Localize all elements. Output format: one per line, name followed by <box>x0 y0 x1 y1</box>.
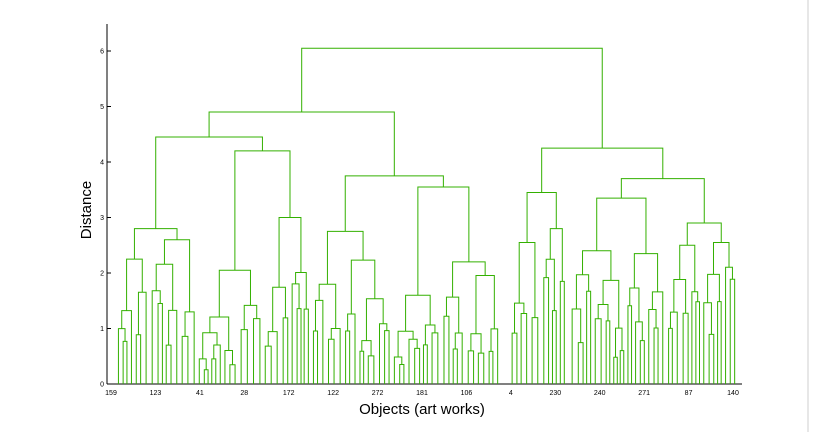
y-tick-label: 3 <box>100 215 104 222</box>
dendrogram-link <box>122 340 128 384</box>
y-tick-label: 2 <box>100 271 104 278</box>
dendrogram-link <box>121 310 132 384</box>
x-tick-label: 4 <box>509 390 513 397</box>
dendrogram-link <box>198 358 207 384</box>
dendrogram-link <box>378 323 388 384</box>
x-tick-label: 159 <box>105 390 117 397</box>
dendrogram-link <box>648 309 657 384</box>
dendrogram-link <box>165 344 172 384</box>
dendrogram-link <box>296 308 302 384</box>
x-axis-label: Objects (art works) <box>359 401 485 418</box>
dendrogram-link <box>157 302 163 384</box>
y-tick-label: 1 <box>100 326 104 333</box>
dendrogram-link <box>303 308 309 384</box>
dendrogram-link <box>619 350 625 384</box>
y-tick-label: 4 <box>100 160 104 167</box>
dendrogram-link <box>202 332 218 359</box>
dendrogram-link <box>520 312 528 384</box>
dendrogram-link <box>431 332 439 384</box>
dendrogram-link <box>365 298 384 341</box>
dendrogram-link <box>295 272 307 310</box>
dendrogram-link <box>272 286 286 332</box>
x-tick-label: 272 <box>372 390 384 397</box>
x-tick-label: 230 <box>549 390 561 397</box>
dendrogram-link <box>571 308 582 384</box>
dendrogram-link <box>168 309 178 384</box>
x-axis: 159 123 41 28 172 122 272 181 106 4 230 240 271 87 140 <box>105 383 742 397</box>
x-tick-label: 240 <box>594 390 606 397</box>
dendrogram-link <box>543 277 550 384</box>
dendrogram-link <box>545 258 555 311</box>
dendrogram-link <box>514 302 525 334</box>
x-tick-label: 122 <box>327 390 339 397</box>
dendrogram-link <box>443 315 450 384</box>
dendrogram-link <box>318 283 337 329</box>
x-tick-label: 271 <box>638 390 650 397</box>
dendrogram-link <box>253 318 261 384</box>
dendrogram-link <box>137 291 147 384</box>
dendrogram-link <box>397 330 414 358</box>
dendrogram-link <box>359 350 365 384</box>
dendrogram-link <box>559 280 565 384</box>
x-tick-label: 41 <box>196 390 204 397</box>
dendrogram-link <box>639 340 645 384</box>
dendrogram-link <box>695 301 701 384</box>
dendrogram-link <box>605 320 611 384</box>
dendrogram-link <box>361 340 372 356</box>
x-tick-label: 87 <box>685 390 693 397</box>
dendrogram-link <box>209 316 230 351</box>
y-tick-label: 6 <box>100 49 104 56</box>
dendrogram-link <box>155 263 174 311</box>
dendrogram-link <box>267 331 278 384</box>
dendrogram-link <box>211 358 217 384</box>
dendrogram-link <box>682 312 689 384</box>
dendrogram-link <box>629 287 640 322</box>
dendrogram-link <box>615 327 623 358</box>
dendrogram-link <box>301 47 603 149</box>
dendrogram-link <box>399 363 405 384</box>
y-tick-label: 5 <box>100 104 104 111</box>
x-tick-label: 28 <box>240 390 248 397</box>
y-tick-label: 0 <box>100 382 104 389</box>
dendrogram-link <box>729 278 736 384</box>
x-tick-label: 123 <box>150 390 162 397</box>
x-tick-label: 172 <box>283 390 295 397</box>
x-tick-label: 140 <box>727 390 739 397</box>
dendrogram-link <box>327 338 335 384</box>
dendrogram-link <box>703 302 712 384</box>
dendrogram-links <box>117 47 736 384</box>
dendrogram-link <box>613 356 618 384</box>
y-axis-label: Distance <box>78 181 95 239</box>
dendrogram-link <box>314 299 324 384</box>
dendrogram-link <box>668 327 673 384</box>
x-tick-label: 106 <box>461 390 473 397</box>
dendrogram-link <box>422 344 428 384</box>
dendrogram-link <box>347 313 356 384</box>
dendrogram-link <box>597 304 609 321</box>
dendrogram-link <box>586 290 592 384</box>
dendrogram-link <box>627 305 633 384</box>
dendrogram-link <box>224 350 233 384</box>
x-tick-label: 181 <box>416 390 428 397</box>
